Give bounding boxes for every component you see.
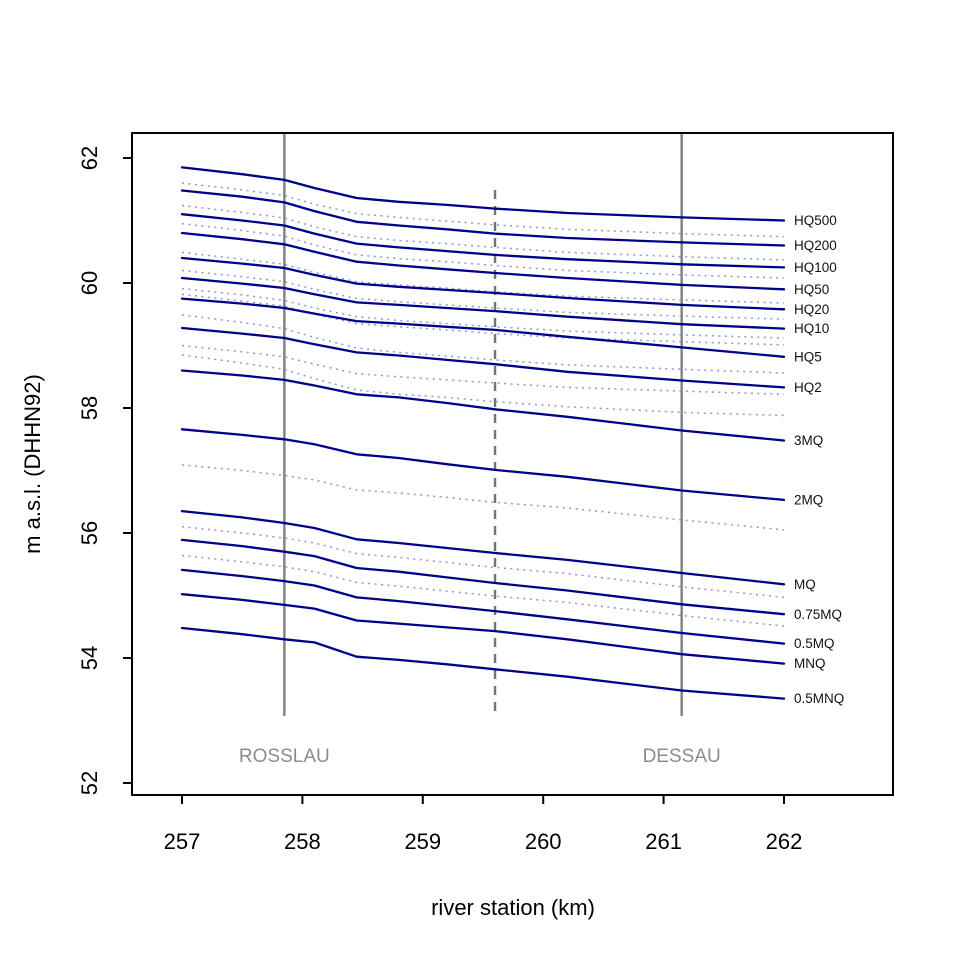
series-line-MNQ xyxy=(180,593,786,665)
series-label-HQ20: HQ20 xyxy=(794,302,829,317)
series-line-3MQ xyxy=(180,369,786,442)
series-label-HQ2: HQ2 xyxy=(794,380,822,395)
series-label-HQ100: HQ100 xyxy=(794,260,837,275)
dotted-line-intermediate-11 xyxy=(181,464,785,531)
series-line-HQ5 xyxy=(180,297,786,358)
plot-frame xyxy=(131,132,894,796)
series-label-HQ50: HQ50 xyxy=(794,282,829,297)
series-label-3MQ: 3MQ xyxy=(794,433,823,448)
series-line-HQ50 xyxy=(180,231,786,291)
x-tick-label-257: 257 xyxy=(164,829,201,854)
y-axis-title: m a.s.l. (DHHN92) xyxy=(20,374,45,554)
series-line-0.5MQ xyxy=(180,568,786,645)
x-tick-label-258: 258 xyxy=(284,829,321,854)
station-label-rosslau: ROSSLAU xyxy=(239,746,330,767)
x-axis-title: river station (km) xyxy=(431,895,595,920)
station-label-dessau: DESSAU xyxy=(643,746,721,767)
y-tick-label-54: 54 xyxy=(77,646,102,670)
dotted-line-intermediate-9 xyxy=(181,344,785,396)
series-label-HQ10: HQ10 xyxy=(794,321,829,336)
y-tick-label-52: 52 xyxy=(77,771,102,795)
series-line-0.75MQ xyxy=(180,538,786,616)
series-label-2MQ: 2MQ xyxy=(794,492,823,507)
y-tick-label-58: 58 xyxy=(77,396,102,420)
series-line-HQ10 xyxy=(180,276,786,330)
x-tick-label-260: 260 xyxy=(525,829,562,854)
series-label-HQ500: HQ500 xyxy=(794,213,837,228)
y-tick-label-60: 60 xyxy=(77,271,102,295)
series-line-HQ200 xyxy=(180,189,786,247)
series-label-MQ: MQ xyxy=(794,577,816,592)
series-line-HQ20 xyxy=(180,256,786,311)
series-label-0.5MNQ: 0.5MNQ xyxy=(794,691,844,706)
series-label-HQ200: HQ200 xyxy=(794,238,837,253)
series-line-HQ100 xyxy=(180,213,786,269)
y-tick-label-62: 62 xyxy=(77,146,102,170)
dotted-line-intermediate-1 xyxy=(181,182,785,238)
dotted-line-intermediate-4 xyxy=(181,251,785,304)
series-line-0.5MNQ xyxy=(180,626,786,700)
dotted-line-intermediate-5 xyxy=(181,269,785,320)
x-tick-label-259: 259 xyxy=(404,829,441,854)
series-line-2MQ xyxy=(180,428,786,502)
series-label-HQ5: HQ5 xyxy=(794,349,822,364)
dotted-line-intermediate-12 xyxy=(181,525,785,599)
series-line-MQ xyxy=(180,509,786,586)
series-line-HQ2 xyxy=(180,326,786,389)
dotted-line-intermediate-6 xyxy=(181,287,785,339)
series-label-0.5MQ: 0.5MQ xyxy=(794,636,835,651)
y-tick-label-56: 56 xyxy=(77,521,102,545)
x-tick-label-262: 262 xyxy=(766,829,803,854)
series-line-HQ500 xyxy=(180,166,786,222)
series-label-MNQ: MNQ xyxy=(794,656,826,671)
x-tick-label-261: 261 xyxy=(645,829,682,854)
series-label-0.75MQ: 0.75MQ xyxy=(794,607,842,622)
dotted-line-intermediate-13 xyxy=(181,554,785,627)
